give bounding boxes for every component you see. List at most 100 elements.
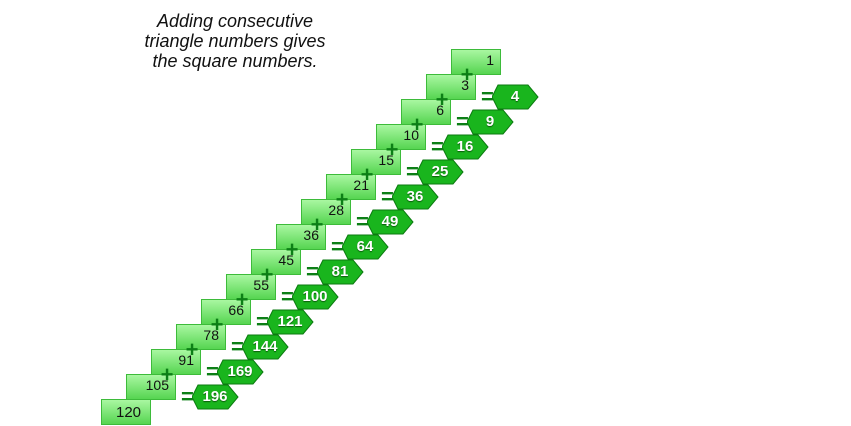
square-number-box: 81 [317,259,367,285]
triangle-number-box: 6 [401,99,451,125]
triangle-number-label: 15 [378,152,394,168]
square-number-shape [217,359,264,385]
square-number-label: 169 [227,363,253,380]
triangle-number-box: 28 [301,199,351,225]
caption-line-3: the square numbers. [152,51,318,71]
plus-sign: + [335,187,349,212]
square-number-hexagon [292,284,339,310]
triangle-number-box: 3 [426,74,476,100]
triangle-number-box: 91 [151,349,201,375]
square-number-label: 196 [202,388,228,405]
square-number-label: 9 [485,113,495,130]
square-number-shape [467,109,514,135]
triangle-number-label: 36 [303,227,319,243]
square-number-box: 144 [242,334,292,360]
square-number-hexagon [192,384,239,410]
equals-sign: = [456,109,469,134]
triangle-number-box: 36 [276,224,326,250]
triangle-number-box: 10 [376,124,426,150]
square-number-shape [492,84,539,110]
square-number-box: 25 [417,159,467,185]
square-number-shape [367,209,414,235]
equals-sign: = [406,159,419,184]
triangle-number-label: 91 [178,352,194,368]
plus-sign: + [435,87,449,112]
plus-sign: + [160,362,174,387]
square-number-label: 36 [406,188,424,205]
triangle-number-box: 105 [126,374,176,400]
plus-sign: + [310,212,324,237]
plus-sign: + [260,262,274,287]
square-number-hexagon [417,159,464,185]
triangle-number-label: 55 [253,277,269,293]
plus-sign: + [410,112,424,137]
square-number-hexagon [467,109,514,135]
equals-sign: = [256,309,269,334]
caption: Adding consecutive triangle numbers give… [120,11,350,71]
plus-sign: + [185,337,199,362]
square-number-box: 49 [367,209,417,235]
square-number-shape [242,334,289,360]
square-number-hexagon [367,209,414,235]
triangle-number-label: 105 [145,377,169,393]
square-number-shape [317,259,364,285]
plus-sign: + [460,62,474,87]
square-number-box: 121 [267,309,317,335]
triangle-number-box: 120 [101,399,151,425]
square-number-box: 36 [392,184,442,210]
equals-sign: = [331,234,344,259]
triangle-number-box: 15 [351,149,401,175]
square-number-label: 144 [252,338,278,355]
triangle-number-label: 28 [328,202,344,218]
triangle-number-label: 10 [403,127,419,143]
triangle-number-box: 78 [176,324,226,350]
square-number-box: 196 [192,384,242,410]
square-number-hexagon [442,134,489,160]
equals-sign: = [181,384,194,409]
square-number-hexagon [217,359,264,385]
triangle-number-label: 45 [278,252,294,268]
equals-sign: = [356,209,369,234]
equals-sign: = [431,134,444,159]
square-number-shape [192,384,239,410]
square-number-label: 121 [277,313,303,330]
equals-sign: = [381,184,394,209]
plus-sign: + [360,162,374,187]
square-number-shape [267,309,314,335]
square-number-hexagon [492,84,539,110]
triangle-number-label: 6 [436,102,444,118]
triangle-number-box: 1 [451,49,501,75]
triangle-number-box: 55 [226,274,276,300]
square-number-hexagon [267,309,314,335]
plus-sign: + [235,287,249,312]
square-number-box: 169 [217,359,267,385]
square-number-label: 25 [431,163,449,180]
triangle-number-box: 45 [251,249,301,275]
triangle-number-box: 66 [201,299,251,325]
caption-line-2: triangle numbers gives [144,31,326,51]
square-number-shape [342,234,389,260]
square-number-box: 4 [492,84,542,110]
square-number-shape [292,284,339,310]
plus-sign: + [285,237,299,262]
equals-sign: = [281,284,294,309]
triangle-number-label: 120 [116,404,142,421]
square-number-label: 81 [331,263,349,280]
plus-sign: + [385,137,399,162]
square-number-label: 64 [356,238,374,255]
equals-sign: = [206,359,219,384]
square-number-hexagon [342,234,389,260]
square-number-box: 16 [442,134,492,160]
triangle-number-label: 66 [228,302,244,318]
square-number-label: 4 [510,88,520,105]
square-number-box: 100 [292,284,342,310]
square-number-shape [442,134,489,160]
triangle-number-label: 3 [461,77,469,93]
square-number-hexagon [317,259,364,285]
square-number-box: 9 [467,109,517,135]
square-number-shape [417,159,464,185]
triangle-number-label: 1 [486,52,494,68]
square-number-hexagon [392,184,439,210]
square-number-label: 100 [302,288,328,305]
square-number-hexagon [242,334,289,360]
